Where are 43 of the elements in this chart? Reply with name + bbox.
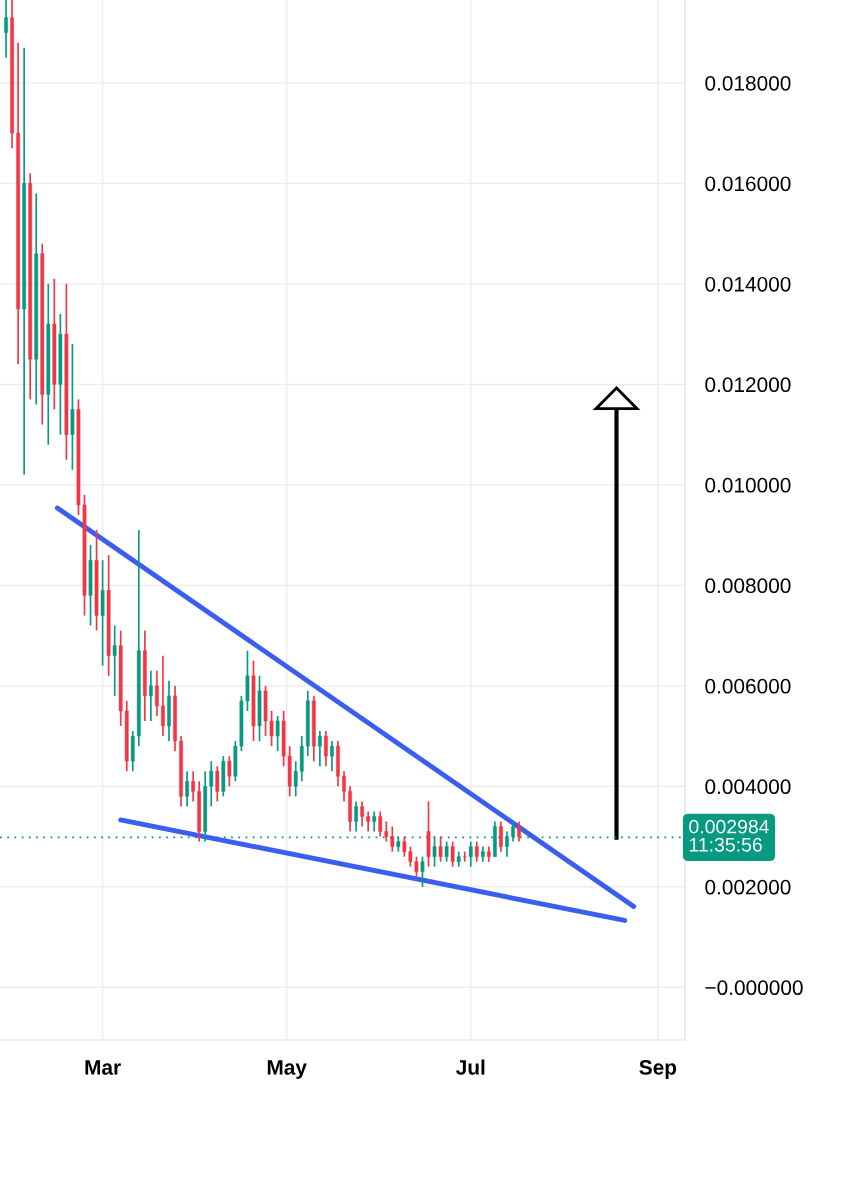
y-tick-label: 0.012000 — [705, 377, 791, 393]
candlestick — [438, 835, 443, 863]
y-tick-label: 0.016000 — [705, 176, 791, 192]
candlestick — [420, 855, 425, 888]
y-tick-label: 0.014000 — [705, 276, 791, 292]
candlestick — [185, 770, 189, 808]
candlestick — [366, 810, 371, 833]
candlestick — [275, 715, 280, 752]
candlestick — [330, 740, 334, 773]
candlestick — [324, 730, 328, 768]
candlestick — [468, 840, 473, 868]
x-tick-label: Jul — [456, 1059, 485, 1075]
candlestick — [215, 765, 220, 803]
y-tick-label: 0.006000 — [705, 678, 791, 694]
candlestick — [161, 654, 165, 737]
x-tick-label: May — [267, 1060, 307, 1079]
candlestick — [227, 755, 232, 788]
y-tick-label: 0.010000 — [705, 477, 791, 493]
candlestick — [474, 840, 479, 863]
candlestick — [372, 810, 377, 833]
candlestick — [360, 800, 364, 828]
y-tick-label: 0.002000 — [705, 879, 791, 895]
candlestick — [155, 669, 159, 717]
y-tick-label: 0.018000 — [705, 75, 791, 91]
text: 11:35:56 — [689, 837, 762, 852]
y-tick-label: −0.000000 — [705, 980, 803, 996]
x-tick-label: Sep — [639, 1060, 677, 1079]
candlestick — [517, 820, 521, 843]
y-tick-label: 0.008000 — [705, 578, 791, 594]
candlestick — [354, 800, 358, 833]
ref-line-label: 0.002984 — [689, 819, 769, 834]
candlestick — [462, 850, 467, 863]
candlestick — [505, 830, 509, 858]
x-tick-label: Mar — [85, 1060, 121, 1075]
candlestick — [149, 669, 153, 722]
candlestick — [112, 624, 117, 697]
candlestick — [450, 840, 455, 868]
candlestick — [191, 770, 195, 803]
y-tick-label: 0.004000 — [705, 779, 791, 795]
candlestick — [499, 820, 503, 853]
candlestick — [342, 770, 346, 803]
candlestick — [444, 840, 449, 863]
candlestick — [318, 730, 322, 768]
